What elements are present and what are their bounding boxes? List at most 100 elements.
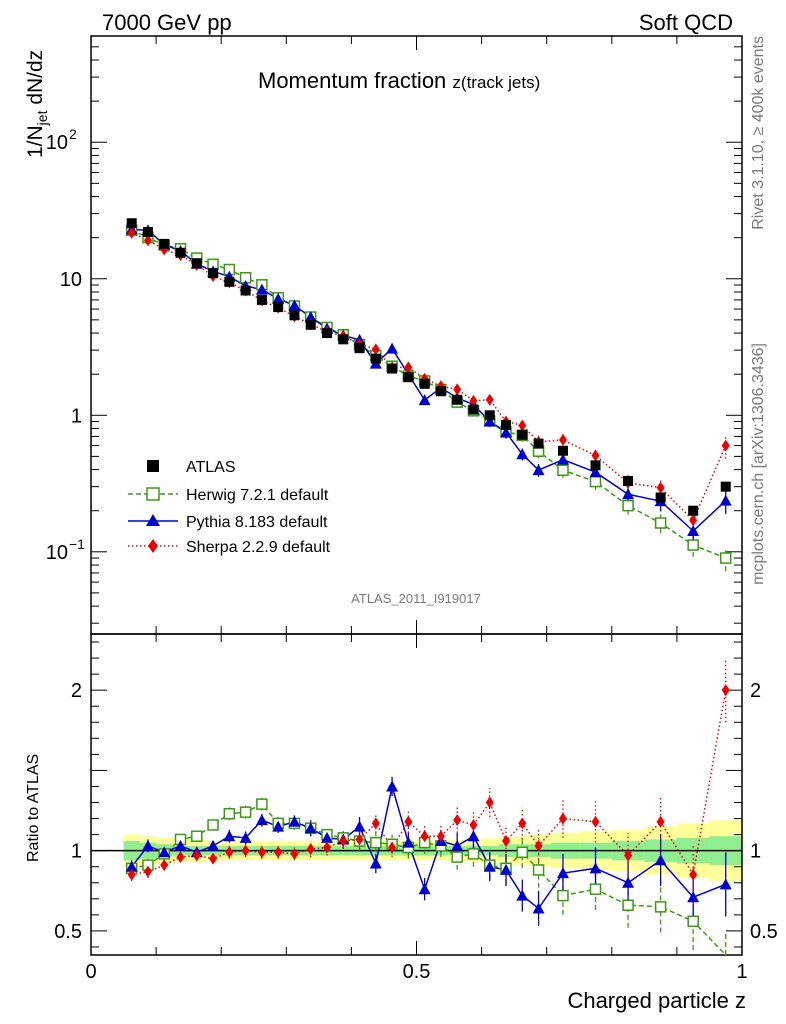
- legend-sherpa-marker: [148, 539, 158, 553]
- herwig-ratio-point: [557, 889, 569, 902]
- atlas-data-point: [142, 227, 153, 238]
- atlas-data-point: [175, 247, 186, 258]
- pythia-ratio-point: [304, 822, 317, 834]
- pythia-point: [687, 525, 700, 537]
- sherpa-point: [453, 383, 462, 396]
- sherpa-ratio-point: [192, 849, 201, 862]
- atlas-data-point: [289, 310, 300, 321]
- pythia-ratio-point: [255, 814, 268, 826]
- legend-herwig-label: Herwig 7.2.1 default: [186, 487, 329, 504]
- atlas-data-point: [208, 268, 219, 279]
- atlas-data-point: [517, 429, 528, 440]
- herwig-ratio-point: [654, 901, 667, 913]
- ratio-tick-label: 2: [71, 680, 82, 702]
- herwig-ratio-point: [239, 806, 252, 818]
- atlas-data-point: [419, 378, 430, 389]
- sherpa-point: [591, 449, 600, 462]
- atlas-data-point: [484, 410, 495, 421]
- axis-ticks: [90, 35, 743, 955]
- sherpa-ratio-point: [436, 830, 445, 843]
- sherpa-ratio-point: [274, 846, 283, 859]
- plot-title: Momentum fraction z(track jets): [258, 68, 540, 93]
- pythia-point: [556, 453, 569, 465]
- herwig-ratio-point: [516, 846, 529, 859]
- rivet-version-label: Rivet 3.1.10, ≥ 400k events: [750, 36, 767, 230]
- ratio-y-axis-label: Ratio to ATLAS: [25, 754, 42, 862]
- atlas-data-point: [338, 334, 349, 345]
- herwig-point: [622, 499, 634, 512]
- ratio-tick-label: 1: [71, 841, 82, 863]
- sherpa-point: [518, 419, 527, 432]
- atlas-data-point: [655, 492, 666, 503]
- pythia-ratio-point: [556, 867, 569, 879]
- y-tick-label: 1: [71, 405, 82, 427]
- sherpa-ratio-point: [453, 814, 462, 827]
- atlas-data-point: [159, 238, 170, 249]
- sherpa-ratio-point: [257, 846, 266, 859]
- sherpa-point: [485, 393, 494, 406]
- ratio-tick-label-right: 1: [750, 841, 761, 863]
- atlas-data-point: [435, 386, 446, 397]
- x-tick-label: 0: [85, 961, 96, 983]
- legend-herwig-marker: [146, 487, 160, 501]
- herwig-ratio-point: [191, 830, 203, 842]
- atlas-data-point: [305, 319, 316, 330]
- sherpa-ratio-point: [420, 830, 429, 843]
- ratio-tick-label-right: 0.5: [750, 921, 778, 943]
- sherpa-ratio-point: [502, 835, 511, 848]
- pythia-ratio-point: [223, 830, 236, 842]
- pythia-point: [272, 292, 285, 304]
- mcplots-url-label: mcplots.cern.ch [arXiv:1306.3436]: [750, 343, 767, 585]
- pythia-ratio-point: [467, 830, 480, 842]
- sherpa-ratio-point: [143, 865, 152, 878]
- atlas-data-point: [533, 438, 544, 449]
- sherpa-ratio-point: [721, 684, 730, 697]
- y-tick-label-exponent: 2: [69, 126, 77, 142]
- series-markers: [125, 218, 732, 928]
- plot-title-variable: z(track jets): [452, 73, 540, 92]
- sherpa-ratio-point: [518, 817, 527, 830]
- herwig-ratio-point: [687, 915, 699, 928]
- atlas-data-point: [321, 328, 332, 339]
- sherpa-ratio-point: [656, 815, 665, 828]
- y-axis-label-post: dN/dz: [24, 50, 47, 111]
- herwig-point: [687, 539, 699, 551]
- pythia-ratio-point: [272, 820, 285, 832]
- herwig-ratio-point: [207, 819, 219, 831]
- legend-sherpa-label: Sherpa 2.2.9 default: [186, 539, 331, 556]
- sherpa-ratio-point: [322, 841, 331, 854]
- sherpa-ratio-point: [371, 817, 380, 830]
- legend-atlas-marker: [147, 460, 159, 472]
- sherpa-ratio-point: [209, 852, 218, 865]
- herwig-ratio-point: [256, 798, 268, 810]
- sherpa-ratio-point: [388, 841, 397, 854]
- sherpa-ratio-point: [558, 812, 567, 825]
- pythia-ratio-point: [500, 863, 513, 875]
- atlas-data-point: [273, 302, 284, 313]
- ratio-tick-label-right: 2: [750, 680, 761, 702]
- category-label: Soft QCD: [639, 10, 733, 35]
- pythia-point: [500, 426, 513, 438]
- sherpa-ratio-point: [339, 835, 348, 848]
- pythia-ratio-point: [239, 831, 252, 843]
- herwig-ratio-point: [532, 864, 545, 876]
- atlas-data-point: [720, 481, 731, 492]
- ratio-tick-label: 0.5: [54, 921, 82, 943]
- herwig-ratio-point: [223, 808, 236, 820]
- pythia-point: [304, 311, 317, 323]
- pythia-ratio-point: [516, 889, 529, 901]
- y-tick-label: 10: [46, 542, 68, 564]
- herwig-point: [589, 475, 602, 488]
- sherpa-ratio-point: [160, 859, 169, 872]
- atlas-data-point: [370, 353, 381, 364]
- pythia-ratio-point: [125, 860, 138, 872]
- pythia-ratio-point: [288, 815, 301, 827]
- atlas-data-point: [224, 276, 235, 287]
- y-axis-label-sub: jet: [34, 110, 50, 126]
- sherpa-point: [404, 361, 413, 374]
- atlas-data-point: [191, 258, 202, 269]
- sherpa-point: [469, 394, 478, 407]
- atlas-data-point: [590, 460, 601, 471]
- sherpa-ratio-point: [241, 844, 250, 857]
